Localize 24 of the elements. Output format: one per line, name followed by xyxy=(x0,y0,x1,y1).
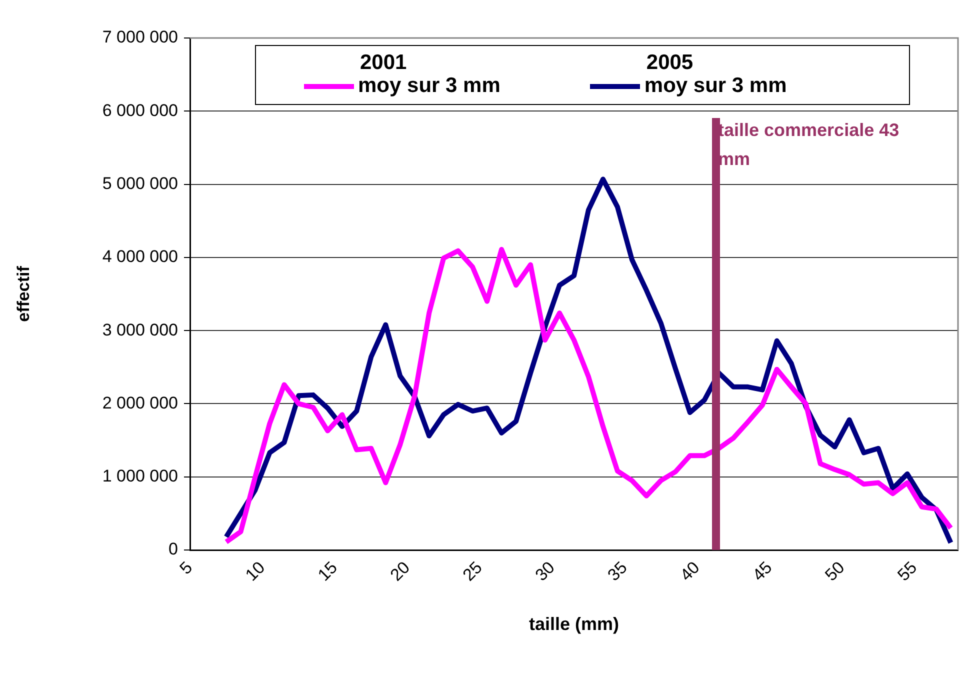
y-tick-label: 0 xyxy=(168,540,178,559)
x-tick-label: 25 xyxy=(459,558,486,585)
x-tick-label: 45 xyxy=(748,558,776,585)
y-tick-label: 1 000 000 xyxy=(102,466,178,486)
x-tick-label: 5 xyxy=(176,558,196,578)
x-tick-label: 50 xyxy=(821,558,848,585)
x-axis-title: taille (mm) xyxy=(528,614,620,634)
x-tick-label: 20 xyxy=(386,558,414,585)
x-tick-label: 30 xyxy=(532,558,558,585)
y-tick-label: 5 000 000 xyxy=(102,174,178,193)
x-tick-label: 35 xyxy=(604,558,631,585)
x-tick-label: 40 xyxy=(676,558,704,585)
legend-label: 2001 moy sur 3 mm xyxy=(357,51,500,98)
y-tick-label: 3 000 000 xyxy=(102,320,178,340)
y-tick-label: 6 000 000 xyxy=(102,100,178,120)
x-tick-label: 15 xyxy=(314,558,342,585)
ref-line-label: taille commerciale 43 mm xyxy=(718,120,900,169)
x-tick-label: 10 xyxy=(242,558,269,585)
y-tick-label: 4 000 000 xyxy=(102,247,178,266)
y-tick-label: 7 000 000 xyxy=(102,28,178,47)
y-axis-title: effectif xyxy=(14,266,33,322)
y-tick-label: 2 000 000 xyxy=(102,393,178,412)
x-tick-label: 55 xyxy=(894,558,921,585)
legend-label: 2005 moy sur 3 mm xyxy=(643,51,787,98)
